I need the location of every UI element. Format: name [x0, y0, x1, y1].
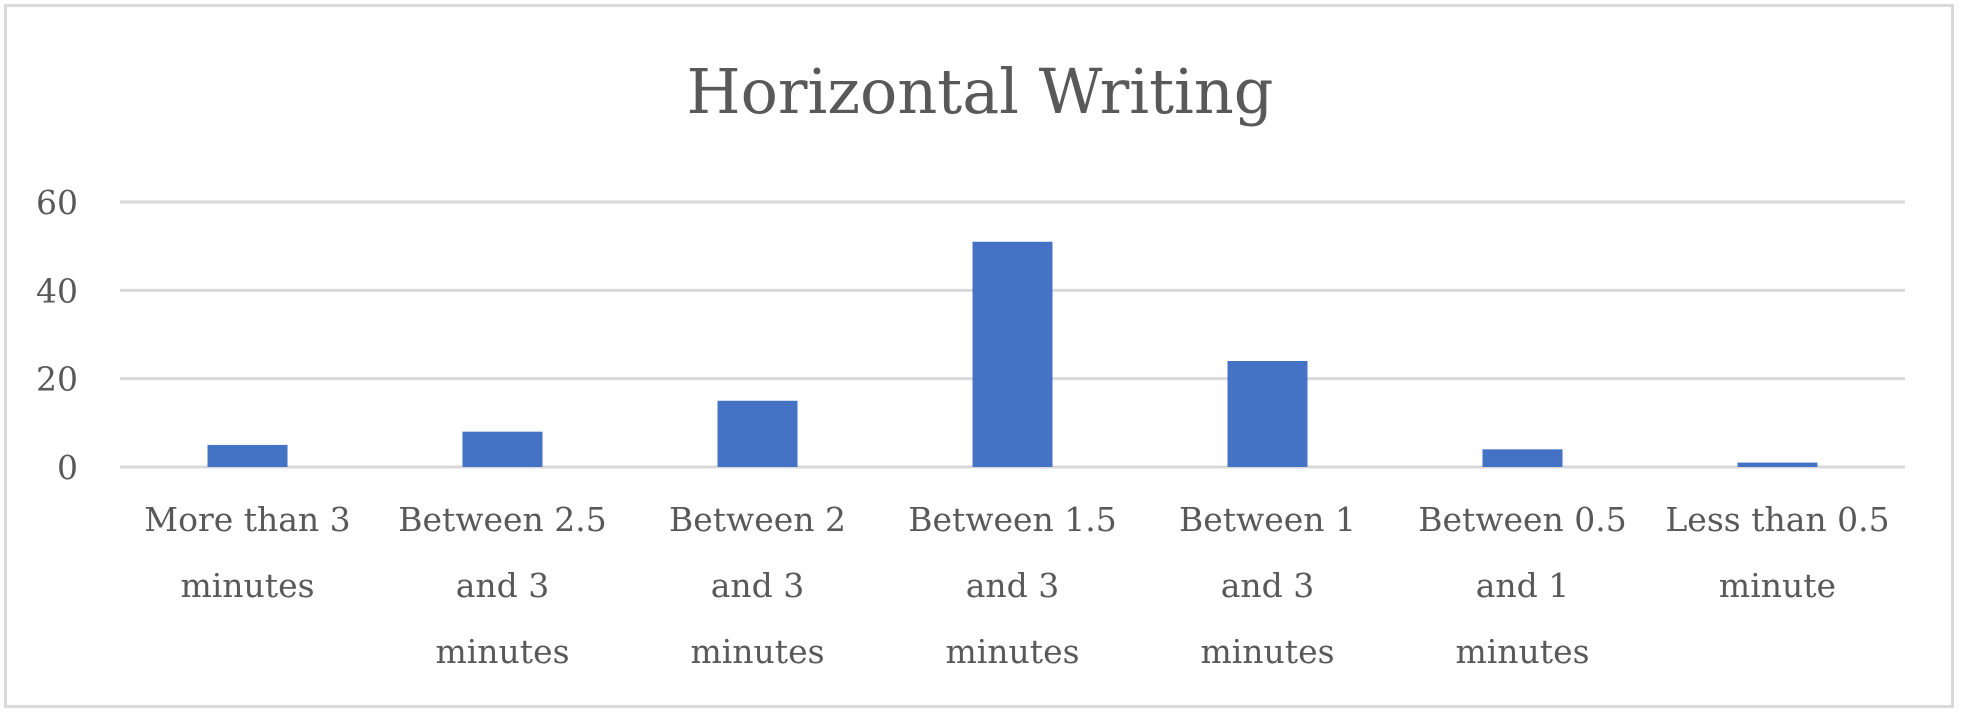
bar [717, 400, 798, 467]
y-tick-label: 20 [36, 360, 78, 399]
x-tick-label-line: Between 1.5 [908, 500, 1117, 539]
x-tick-label-line: and 1 [1476, 566, 1570, 605]
x-tick-label: Less than 0.5 minute [1665, 500, 1889, 605]
x-tick-label-line: and 3 [711, 566, 805, 605]
x-tick-label: Between 1 and 3 minutes [1179, 500, 1356, 671]
x-tick-label-line: and 3 [456, 566, 550, 605]
x-tick-label-line: minutes [945, 632, 1079, 671]
x-tick-label-line: minutes [690, 632, 824, 671]
x-tick-label-line: minute [1719, 566, 1836, 605]
x-tick-label-line: minutes [1455, 632, 1589, 671]
x-tick-label-line: Between 1 [1179, 500, 1356, 539]
x-tick-label-line: Between 2.5 [398, 500, 607, 539]
x-tick-label-line: and 3 [1221, 566, 1315, 605]
x-tick-label-line: and 3 [966, 566, 1060, 605]
x-tick-label: Between 1.5 and 3 minutes [908, 500, 1117, 671]
bar [462, 431, 543, 467]
x-tick-label-line: minutes [180, 566, 314, 605]
chart-title: Horizontal Writing [687, 55, 1274, 128]
y-axis-ticks: 0 20 40 60 [36, 183, 78, 487]
bars [207, 241, 1818, 467]
x-tick-label: Between 2 and 3 minutes [669, 500, 846, 671]
x-tick-label-line: Less than 0.5 [1665, 500, 1889, 539]
x-tick-label-line: minutes [1200, 632, 1334, 671]
x-tick-label-line: Between 0.5 [1418, 500, 1627, 539]
bar [1227, 361, 1308, 467]
x-tick-label: Between 0.5 and 1 minutes [1418, 500, 1627, 671]
x-tick-label-line: More than 3 [144, 500, 350, 539]
x-tick-label: More than 3 minutes [144, 500, 350, 605]
bar [207, 444, 288, 467]
x-tick-label-line: Between 2 [669, 500, 846, 539]
bar [972, 241, 1053, 467]
bar [1482, 449, 1563, 467]
bar [1737, 462, 1818, 467]
y-tick-label: 0 [57, 448, 78, 487]
x-tick-label-line: minutes [435, 632, 569, 671]
y-tick-label: 60 [36, 183, 78, 222]
y-tick-label: 40 [36, 271, 78, 310]
x-tick-label: Between 2.5 and 3 minutes [398, 500, 607, 671]
x-axis-labels: More than 3 minutes Between 2.5 and 3 minute… [144, 500, 1889, 671]
